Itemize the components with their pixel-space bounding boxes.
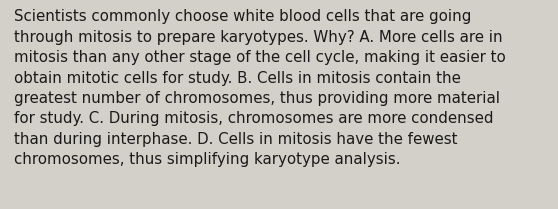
Text: Scientists commonly choose white blood cells that are going
through mitosis to p: Scientists commonly choose white blood c… — [14, 9, 506, 167]
